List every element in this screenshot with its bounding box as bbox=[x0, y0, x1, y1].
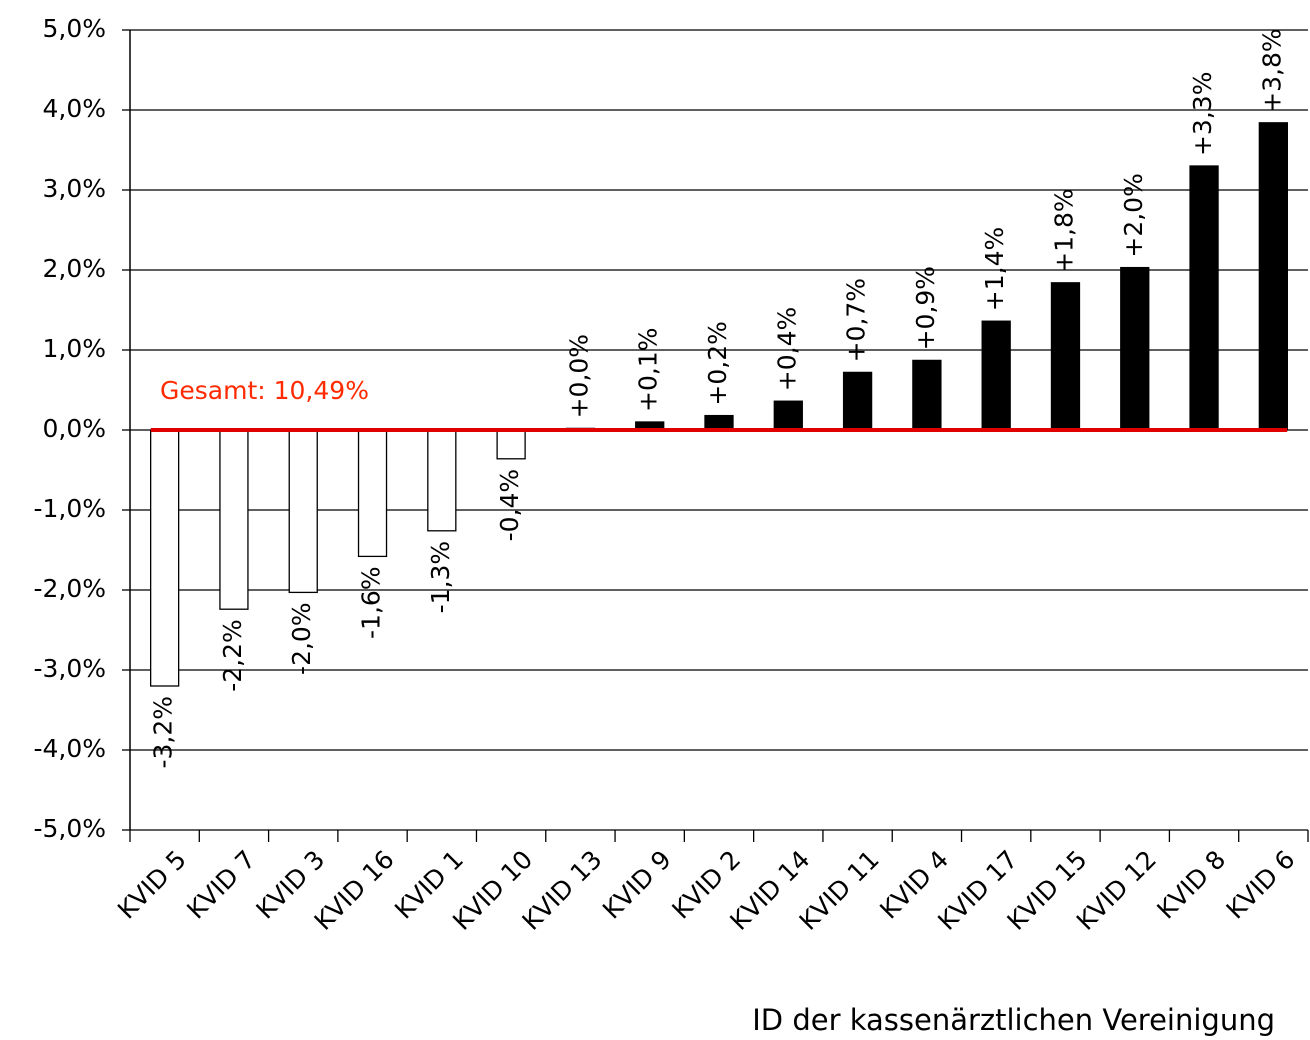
x-tick-label: KVID 7 bbox=[181, 845, 261, 925]
value-label: +0,2% bbox=[703, 321, 732, 405]
value-label: +3,3% bbox=[1188, 72, 1217, 156]
bar bbox=[1258, 122, 1289, 431]
value-label: +0,7% bbox=[842, 278, 871, 362]
y-tick-label: 3,0% bbox=[42, 174, 106, 203]
value-label: +0,9% bbox=[911, 266, 940, 350]
bar bbox=[427, 429, 457, 532]
value-label: -3,2% bbox=[149, 696, 178, 769]
x-tick-label: KVID 5 bbox=[112, 845, 192, 925]
bar bbox=[981, 320, 1011, 431]
y-tick-label: 4,0% bbox=[42, 94, 106, 123]
value-label: -1,6% bbox=[357, 566, 386, 639]
y-tick-label: 1,0% bbox=[42, 334, 106, 363]
bar bbox=[704, 414, 734, 431]
bar bbox=[496, 429, 526, 460]
x-axis-title: ID der kassenärztlichen Vereinigung bbox=[752, 1003, 1275, 1037]
bar bbox=[149, 429, 180, 687]
x-tick-label: KVID 8 bbox=[1151, 845, 1231, 925]
y-tick-label: -4,0% bbox=[33, 734, 106, 763]
y-tick-label: 0,0% bbox=[42, 414, 106, 443]
y-tick-label: -1,0% bbox=[33, 494, 106, 523]
y-tick-label: 2,0% bbox=[42, 254, 106, 283]
bar bbox=[1189, 165, 1219, 431]
bar bbox=[842, 371, 873, 431]
x-tick-label: KVID 6 bbox=[1221, 845, 1301, 925]
value-label: +0,4% bbox=[772, 307, 801, 391]
y-tick-label: -5,0% bbox=[33, 814, 106, 843]
value-label: -2,0% bbox=[287, 602, 316, 675]
value-label: -0,4% bbox=[495, 469, 524, 542]
value-label: +1,4% bbox=[980, 227, 1009, 311]
value-label: +0,0% bbox=[564, 334, 593, 418]
annotation: Gesamt: 10,49% bbox=[160, 376, 369, 405]
y-tick-label: -3,0% bbox=[33, 654, 106, 683]
bar bbox=[357, 429, 388, 558]
bar bbox=[773, 400, 803, 431]
x-tick-label: KVID 9 bbox=[597, 845, 677, 925]
bar bbox=[288, 429, 318, 594]
bar bbox=[1120, 266, 1150, 431]
value-label: +2,0% bbox=[1119, 173, 1148, 257]
value-label: +3,8% bbox=[1257, 28, 1286, 112]
y-tick-label: 5,0% bbox=[42, 14, 106, 43]
value-label: +0,1% bbox=[634, 328, 663, 412]
value-label: +1,8% bbox=[1049, 188, 1078, 272]
value-label: -1,3% bbox=[426, 541, 455, 614]
bar bbox=[912, 359, 942, 431]
bar bbox=[1050, 282, 1081, 431]
y-tick-label: -2,0% bbox=[33, 574, 106, 603]
bar bbox=[219, 429, 249, 610]
value-label: -2,2% bbox=[218, 619, 247, 692]
